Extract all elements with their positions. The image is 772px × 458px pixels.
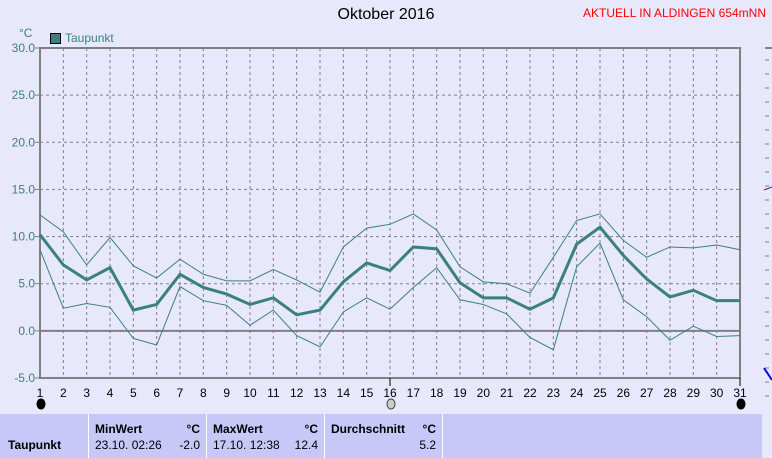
new-moon-icon <box>36 398 46 410</box>
new-moon-icon <box>736 398 746 410</box>
y-tick-label: -5.0 <box>14 371 35 385</box>
y-tick-label: 30.0 <box>12 41 36 55</box>
x-tick-label: 17 <box>407 386 421 400</box>
max-header: MaxWert <box>213 422 263 436</box>
x-tick-label: 22 <box>523 386 537 400</box>
avg-cell: Durchschnitt °C 5.2 <box>324 414 442 458</box>
x-tick-label: 4 <box>107 386 114 400</box>
x-tick-label: 7 <box>177 386 184 400</box>
min-cell: MinWert °C 23.10. 02:26 -2.0 <box>88 414 206 458</box>
chart: 30.025.020.015.010.05.00.0-5.01 2 3 4 5 6 7 8 9 1… <box>12 41 772 410</box>
min-header: MinWert <box>95 422 143 436</box>
x-tick-label: 24 <box>570 386 584 400</box>
x-tick-label: 26 <box>617 386 631 400</box>
x-tick-label: 13 <box>313 386 327 400</box>
legend: Taupunkt <box>50 31 114 45</box>
x-tick-label: 25 <box>593 386 607 400</box>
min-time: 23.10. 02:26 <box>95 438 162 452</box>
x-tick-label: 30 <box>710 386 724 400</box>
adjacent-chart-line <box>763 367 772 381</box>
x-tick-label: 29 <box>687 386 701 400</box>
x-tick-label: 18 <box>430 386 444 400</box>
legend-swatch <box>50 32 61 44</box>
legend-label: Taupunkt <box>65 31 114 45</box>
empty-cell <box>442 414 763 458</box>
x-tick-label: 20 <box>477 386 491 400</box>
x-tick-label: 21 <box>500 386 514 400</box>
x-tick-label: 12 <box>290 386 304 400</box>
y-tick-label: 20.0 <box>12 135 36 149</box>
x-tick-label: 23 <box>547 386 561 400</box>
min-unit: °C <box>186 422 200 436</box>
series-line-min <box>39 242 741 351</box>
series-line-max <box>39 213 741 294</box>
chart-title: Oktober 2016 <box>337 6 435 23</box>
y-unit: °C <box>19 26 33 40</box>
y-tick-label: 15.0 <box>12 182 36 196</box>
y-tick-label: 25.0 <box>12 88 36 102</box>
avg-unit: °C <box>422 422 436 436</box>
avg-header: Durchschnitt <box>331 422 406 436</box>
x-tick-label: 3 <box>83 386 90 400</box>
x-tick-label: 14 <box>337 386 351 400</box>
row-label-cell: Taupunkt <box>0 414 88 458</box>
x-tick-label: 8 <box>200 386 207 400</box>
stats-table: Taupunkt MinWert °C 23.10. 02:26 -2.0 Ma… <box>0 414 762 458</box>
row-label: Taupunkt <box>8 438 62 452</box>
x-tick-label: 9 <box>223 386 230 400</box>
min-value: -2.0 <box>179 438 200 452</box>
avg-value: 5.2 <box>419 438 436 452</box>
x-tick-label: 5 <box>130 386 137 400</box>
x-tick-label: 2 <box>60 386 67 400</box>
series-line-mean <box>38 225 740 317</box>
x-tick-label: 27 <box>640 386 654 400</box>
max-time: 17.10. 12:38 <box>213 438 280 452</box>
x-tick-label: 28 <box>663 386 677 400</box>
x-tick-label: 1 <box>37 386 44 400</box>
x-tick-label: 16 <box>383 386 397 400</box>
x-tick-label: 31 <box>733 386 747 400</box>
y-tick-label: 10.0 <box>12 230 36 244</box>
adjacent-chart-line <box>763 186 772 191</box>
x-tick-label: 11 <box>267 386 280 400</box>
y-tick-label: 5.0 <box>18 277 35 291</box>
x-tick-label: 10 <box>243 386 257 400</box>
max-unit: °C <box>304 422 318 436</box>
x-tick-label: 6 <box>153 386 160 400</box>
current-link[interactable]: AKTUELL IN ALDINGEN 654mNN <box>583 6 766 20</box>
max-cell: MaxWert °C 17.10. 12:38 12.4 <box>206 414 324 458</box>
full-moon-icon <box>386 398 396 410</box>
x-tick-label: 15 <box>360 386 374 400</box>
y-tick-label: 0.0 <box>18 324 35 338</box>
x-tick-label: 19 <box>453 386 467 400</box>
max-value: 12.4 <box>294 438 318 452</box>
